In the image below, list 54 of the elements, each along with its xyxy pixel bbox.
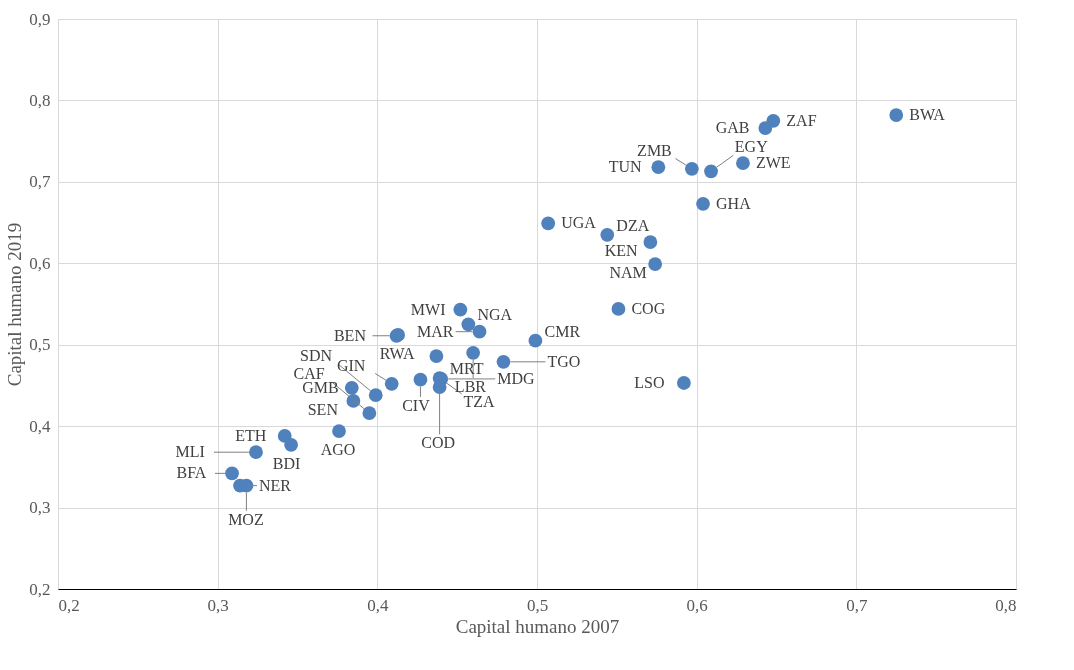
annotation: COD xyxy=(421,434,456,452)
annotation: COG xyxy=(631,299,666,317)
y-tick-label: 0,7 xyxy=(29,172,51,192)
x-tick-label: 0,2 xyxy=(58,595,80,615)
annotation: UGA xyxy=(561,214,597,232)
annotation: MAR xyxy=(416,322,454,340)
annotation: CMR xyxy=(544,322,581,340)
annotation: BEN xyxy=(333,326,367,344)
annotation: LSO xyxy=(634,373,665,391)
annotation: MOZ xyxy=(228,510,264,528)
annotation: TUN xyxy=(608,158,643,176)
x-tick-label: 0,3 xyxy=(207,595,229,615)
annotation: BWA xyxy=(909,106,946,124)
annotation: ZAF xyxy=(786,111,817,129)
x-axis-title: Capital humano 2007 xyxy=(455,615,620,637)
annotation: TZA xyxy=(463,392,495,410)
y-tick-label: 0,2 xyxy=(29,579,51,599)
annotation: KEN xyxy=(604,242,639,260)
annotation: MWI xyxy=(410,300,446,318)
y-tick-label: 0,3 xyxy=(29,498,51,518)
x-tick-label: 0,7 xyxy=(846,595,868,615)
annotation: NER xyxy=(259,476,292,494)
annotation: DZA xyxy=(616,216,650,234)
annotation: SDN xyxy=(299,347,333,364)
y-tick-label: 0,9 xyxy=(29,9,51,29)
y-tick-label: 0,8 xyxy=(29,90,51,110)
annotation: TGO xyxy=(547,352,581,370)
annotation: GAB xyxy=(715,119,750,137)
annotation: ETH xyxy=(235,426,267,444)
y-tick-label: 0,4 xyxy=(29,416,51,436)
y-tick-label: 0,6 xyxy=(29,253,51,273)
x-tick-label: 0,6 xyxy=(686,595,708,615)
x-tick-label: 0,8 xyxy=(995,595,1017,615)
annotation: CIV xyxy=(402,396,431,414)
x-tick-label: 0,4 xyxy=(367,595,389,615)
annotation: LBR xyxy=(454,377,487,395)
y-tick-label: 0,5 xyxy=(29,335,51,355)
x-tick-label: 0,5 xyxy=(526,595,549,615)
y-axis-title: Capital humano 2019 xyxy=(4,222,26,387)
annotation: GHA xyxy=(716,194,752,212)
annotation: MRT xyxy=(449,360,484,378)
annotation: MDG xyxy=(497,369,535,387)
annotation: NAM xyxy=(609,264,647,282)
annotation: AGO xyxy=(320,441,356,459)
annotation: EGY xyxy=(734,138,769,156)
annotation: ZMB xyxy=(637,141,672,159)
annotation: BDI xyxy=(272,454,301,472)
annotation: GIN xyxy=(336,356,366,374)
annotation: RWA xyxy=(379,344,415,362)
annotation: ZWE xyxy=(755,154,791,172)
annotation: NGA xyxy=(477,306,513,324)
annotation: MLI xyxy=(175,443,205,461)
annotation: SEN xyxy=(307,401,339,418)
annotation: BFA xyxy=(176,464,207,482)
